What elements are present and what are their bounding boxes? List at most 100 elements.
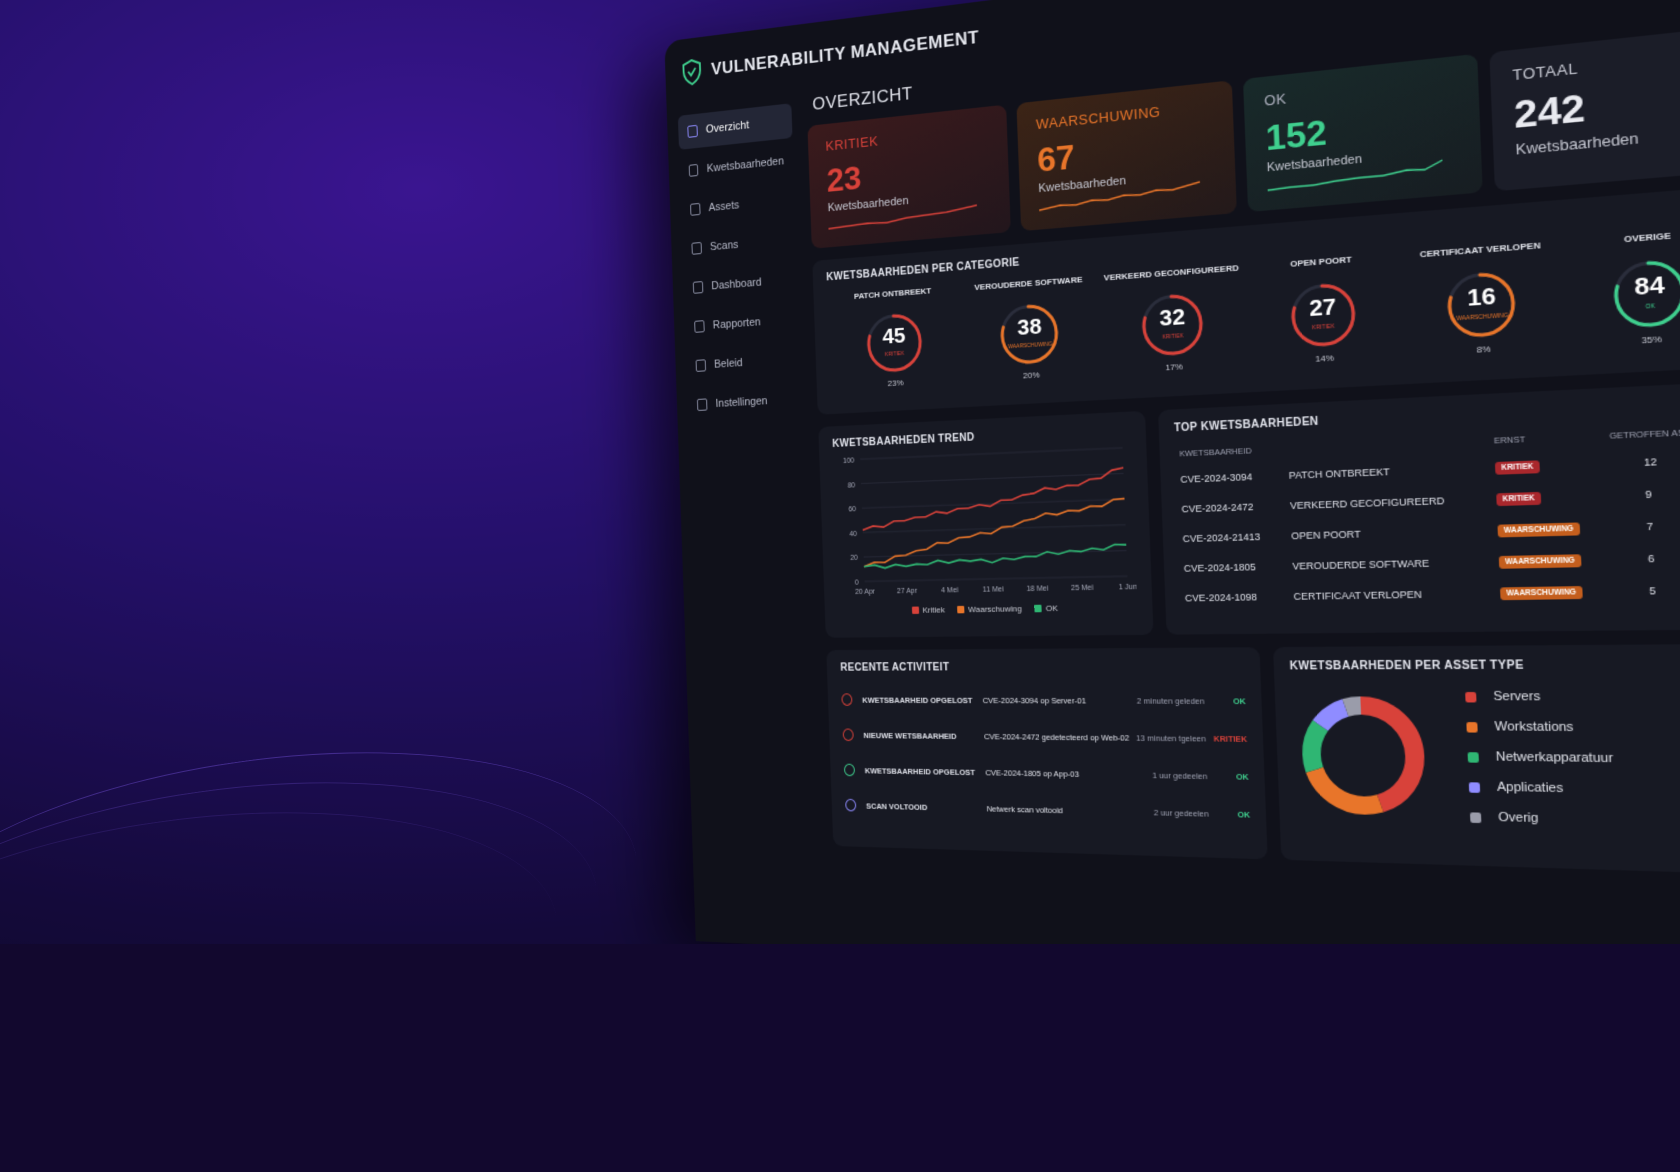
activity-description: Netwerk scan voltooid xyxy=(986,803,1132,816)
x-tick-label: 11 Mei xyxy=(983,586,1005,594)
severity-cell: KRITIEK xyxy=(1491,479,1608,514)
severity-cell: WAARSCHUWING xyxy=(1493,543,1610,577)
legend-item: WorkstationsKRITIEK xyxy=(1466,712,1680,745)
kpi-card-totaal[interactable]: TOTAAL 242 Kwetsbaarheden xyxy=(1489,25,1680,191)
top-vulnerabilities-panel: TOP KWETSBAARHEDEN KWETSBAARHEID ERNST G… xyxy=(1158,380,1680,634)
sidebar-item-label: Overzicht xyxy=(706,119,750,136)
category-gauge[interactable]: VERKEERD GECONFIGUREERD 32 KRITIEK 17% xyxy=(1098,262,1249,376)
activity-time: 2 minuten geleden xyxy=(1128,695,1204,705)
recent-activity-panel: RECENTE ACTIVITEIT KWETSBAARHEID OPGELOS… xyxy=(826,647,1267,859)
affected-assets: 12 xyxy=(1605,442,1680,479)
column-header: GETROFFEN ASSETS xyxy=(1604,419,1680,448)
gauge-percent: 14% xyxy=(1315,353,1334,364)
gauge-ring: 84 OK xyxy=(1610,256,1680,332)
legend-swatch xyxy=(911,607,918,614)
status-badge: OK xyxy=(1207,771,1249,782)
sidebar-item-scans[interactable]: Scans xyxy=(682,222,797,266)
sidebar-item-assets[interactable]: Assets xyxy=(681,183,796,228)
category-gauge[interactable]: CERTIFICAAT VERLOPEN 16 WAARSCHUWING 8% xyxy=(1399,239,1567,360)
activity-type: KWETSBAARHEID OPGELOST xyxy=(862,695,983,705)
gauge-ring: 16 WAARSCHUWING xyxy=(1444,268,1520,342)
legend-swatch xyxy=(1034,605,1042,613)
sidebar-item-instellingen[interactable]: Instellingen xyxy=(687,382,802,423)
legend-swatch xyxy=(1466,722,1477,732)
activity-type: NIEUWE WETSBAARHEID xyxy=(863,730,984,741)
category-gauge[interactable]: OPEN POORT 27 KRITIEK 14% xyxy=(1244,251,1403,368)
gauge-percent: 17% xyxy=(1165,362,1183,373)
sidebar-item-label: Assets xyxy=(708,199,739,214)
trend-panel: KWETSBAARHEDEN TREND 0 20 40 60 80 100 20 Apr 2… xyxy=(818,411,1153,638)
asset-type-percent: 45% xyxy=(1675,690,1680,705)
activity-description: CVE-2024-1805 op App-03 xyxy=(985,767,1131,779)
category-gauge[interactable]: PATCH ONTBREEKT 45 KRITIEK 23% xyxy=(827,284,963,392)
vulnerability-name: VEROUDERDE SOFTWARE xyxy=(1287,546,1494,581)
x-tick-label: 1 Jun xyxy=(1119,583,1137,591)
x-tick-label: 27 Apr xyxy=(897,588,918,596)
category-gauge[interactable]: OVERIGE 84 OK 35% xyxy=(1562,226,1680,350)
app-title: VULNERABILITY MANAGEMENT xyxy=(711,27,980,80)
policy-icon xyxy=(696,359,707,372)
legend-swatch xyxy=(1468,752,1479,763)
sidebar-item-kwetsbaarheden[interactable]: Kwetsbaarheden xyxy=(679,143,794,189)
status-badge: OK xyxy=(1209,808,1251,819)
section-title: KWETSBAARHEDEN PER ASSET TYPE xyxy=(1290,658,1680,672)
list-item[interactable]: SCAN VOLTOOID Netwerk scan voltooid 2 uur … xyxy=(845,787,1251,833)
scan-icon xyxy=(691,242,702,255)
gauge-value: 45 xyxy=(864,322,924,351)
cve-id: CVE-2024-3094 xyxy=(1175,460,1284,494)
sidebar-item-label: Rapporten xyxy=(713,316,761,331)
asset-donut-chart xyxy=(1291,687,1437,825)
sidebar-item-rapporten[interactable]: Rapporten xyxy=(685,302,800,344)
kpi-card-kritiek[interactable]: KRITIEK 23 Kwetsbaarheden xyxy=(807,105,1010,249)
kpi-card-waarschuwing[interactable]: WAARSCHUWING 67 Kwetsbaarheden xyxy=(1016,80,1236,231)
affected-assets: 9 xyxy=(1606,474,1680,511)
asset-legend: Servers45% WorkstationsKRITIEKNetwerkappa… xyxy=(1465,681,1680,839)
activity-time: 2 uur gedeelen xyxy=(1132,807,1208,819)
list-item[interactable]: KWETSBAARHEID OPGELOST CVE-2024-3094 op S… xyxy=(841,682,1247,720)
kpi-card-ok[interactable]: OK 152 Kwetsbaarheden xyxy=(1243,54,1483,212)
report-icon xyxy=(694,320,705,333)
gauge-ring: 45 KRITIEK xyxy=(864,310,926,376)
legend-item: Netwerkapparatuur15% xyxy=(1467,742,1680,776)
server-icon xyxy=(690,203,700,216)
activity-icon xyxy=(844,764,855,777)
list-item[interactable]: NIEUWE WETSBAARHEID CVE-2024-2472 gedetec… xyxy=(842,717,1248,757)
y-tick-label: 20 xyxy=(850,555,858,563)
gauge-percent: 8% xyxy=(1476,344,1491,355)
legend-item: Waarschuwing xyxy=(957,604,1022,614)
overview-icon xyxy=(687,125,697,138)
category-gauge[interactable]: VEROUDERDE SOFTWARE 38 WAARSCHUWING 20% xyxy=(959,273,1102,384)
x-tick-label: 20 Apr xyxy=(855,588,876,596)
main-content: OVERZICHT KRITIEK 23 Kwetsbaarheden WAAR… xyxy=(806,0,1680,875)
y-tick-label: 60 xyxy=(848,506,856,514)
legend-item: Overig5% xyxy=(1470,802,1680,839)
x-tick-label: 18 Mei xyxy=(1026,585,1049,593)
gauge-value: 84 xyxy=(1610,270,1680,304)
asset-type-name: Servers xyxy=(1493,690,1676,705)
severity-badge: WAARSCHUWING xyxy=(1497,522,1580,537)
gauge-value: 32 xyxy=(1139,303,1206,334)
shield-icon xyxy=(681,58,702,86)
sidebar: Overzicht Kwetsbaarheden Assets Scans Da… xyxy=(678,103,803,427)
asset-type-panel: KWETSBAARHEDEN PER ASSET TYPE Servers45%… xyxy=(1273,644,1680,875)
severity-cell: WAARSCHUWING xyxy=(1492,511,1609,546)
x-tick-label: 25 Mei xyxy=(1071,584,1094,592)
y-tick-label: 100 xyxy=(843,457,855,465)
sidebar-item-label: Instellingen xyxy=(715,395,767,410)
affected-assets: 7 xyxy=(1607,507,1680,543)
activity-time: 1 uur gedeelen xyxy=(1131,770,1207,781)
affected-assets: 6 xyxy=(1609,540,1680,575)
legend-label: Waarschuwing xyxy=(968,604,1022,614)
severity-badge: WAARSCHUWING xyxy=(1500,585,1583,599)
sidebar-item-beleid[interactable]: Beleid xyxy=(686,342,801,384)
sidebar-item-dashboard[interactable]: Dashboard xyxy=(683,262,798,305)
severity-badge: WAARSCHUWING xyxy=(1499,554,1582,569)
y-tick-label: 80 xyxy=(848,482,856,490)
status-badge: KRITIEK xyxy=(1206,733,1248,743)
activity-icon xyxy=(843,729,854,742)
activity-type: SCAN VOLTOOID xyxy=(866,801,987,813)
gauge-title: OVERIGE xyxy=(1624,230,1672,260)
sidebar-item-overzicht[interactable]: Overzicht xyxy=(678,103,793,150)
asset-type-name: Applicaties xyxy=(1497,780,1680,797)
gauge-ring: 27 KRITIEK xyxy=(1287,279,1359,351)
